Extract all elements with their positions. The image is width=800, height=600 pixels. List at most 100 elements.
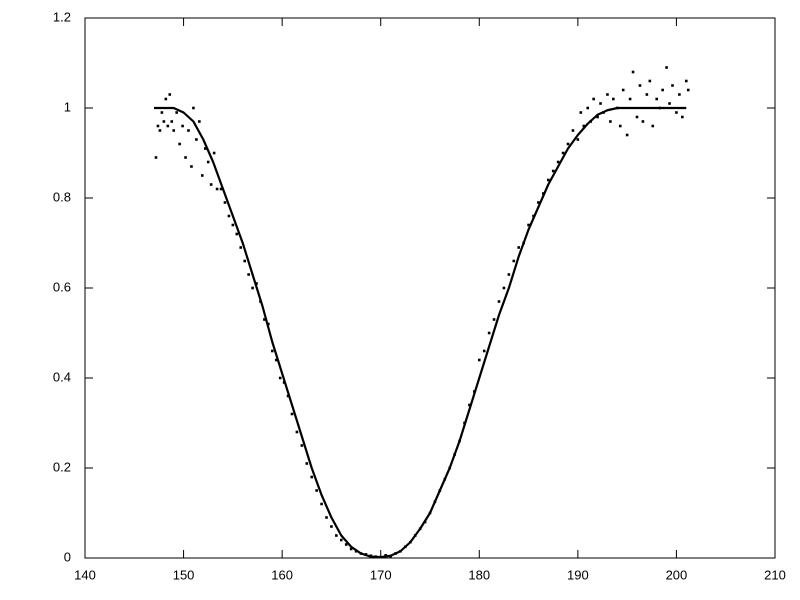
data-point — [492, 318, 496, 321]
data-point — [537, 201, 540, 204]
y-tick-label: 0 — [64, 549, 71, 564]
data-point — [606, 93, 609, 96]
data-point — [300, 444, 304, 447]
data-point — [668, 102, 671, 105]
y-tick-label: 0.8 — [53, 189, 71, 204]
data-point — [223, 201, 227, 204]
data-point — [675, 111, 678, 114]
y-tick-label: 0.4 — [53, 369, 71, 384]
data-point — [512, 259, 516, 263]
data-point — [571, 129, 575, 132]
data-point — [192, 106, 195, 110]
x-tick-label: 210 — [764, 567, 786, 582]
data-point — [596, 115, 599, 119]
data-point — [164, 97, 168, 101]
y-tick-label: 0.6 — [53, 279, 71, 294]
data-point — [551, 169, 555, 173]
data-point — [592, 97, 595, 101]
data-point — [681, 115, 684, 119]
data-point — [251, 286, 254, 290]
data-point — [517, 246, 521, 249]
y-tick-label: 1.2 — [53, 9, 71, 24]
data-point — [671, 84, 674, 87]
data-point — [187, 129, 190, 132]
y-tick-label: 1 — [64, 99, 71, 114]
data-point — [638, 84, 642, 87]
data-point — [665, 66, 668, 69]
data-point — [239, 246, 243, 249]
data-point — [561, 151, 565, 155]
data-point — [184, 156, 187, 159]
data-point — [507, 273, 511, 276]
data-point — [579, 111, 583, 114]
data-point — [527, 223, 530, 227]
data-point — [325, 516, 328, 519]
y-tick-label: 0.2 — [53, 459, 71, 474]
data-point — [651, 124, 655, 128]
data-point — [576, 138, 580, 141]
data-point — [339, 538, 343, 542]
data-point — [586, 106, 590, 110]
data-point — [684, 79, 688, 83]
x-tick-label: 200 — [666, 567, 688, 582]
data-point — [198, 120, 201, 123]
data-point — [181, 124, 184, 128]
data-point — [178, 142, 181, 146]
data-point — [203, 147, 207, 150]
data-point — [315, 489, 318, 492]
data-point — [305, 462, 309, 465]
data-point — [243, 259, 246, 263]
data-point — [625, 133, 629, 137]
data-point — [566, 142, 570, 146]
data-point — [618, 124, 622, 128]
data-point — [497, 300, 501, 303]
data-point — [335, 534, 338, 537]
fit-line — [154, 106, 687, 559]
data-point — [215, 187, 219, 191]
data-point — [263, 318, 266, 321]
data-point — [330, 525, 333, 528]
data-point — [320, 502, 323, 506]
data-point — [582, 124, 586, 128]
data-point — [201, 174, 204, 177]
data-point — [168, 93, 172, 96]
data-point — [612, 97, 615, 101]
data-point — [384, 554, 387, 557]
data-point — [635, 115, 639, 119]
data-point — [477, 358, 481, 362]
data-point — [686, 88, 690, 92]
data-point — [655, 97, 659, 101]
data-point — [166, 124, 170, 128]
data-point — [482, 349, 486, 353]
data-point — [290, 412, 294, 416]
data-point — [661, 88, 664, 92]
data-point — [195, 138, 198, 141]
data-point — [349, 547, 353, 551]
data-point — [247, 273, 250, 276]
plot-frame — [84, 17, 776, 559]
data-point — [295, 430, 299, 434]
data-point — [556, 160, 560, 164]
data-point — [274, 358, 278, 362]
data-point — [219, 187, 223, 191]
data-point — [206, 160, 210, 164]
data-point — [162, 120, 166, 123]
data-point — [599, 102, 602, 105]
data-point — [546, 178, 550, 182]
data-point — [678, 93, 681, 96]
data-point — [160, 111, 164, 114]
data-point — [175, 111, 178, 114]
data-point — [227, 214, 231, 218]
x-tick-label: 150 — [173, 567, 195, 582]
data-point — [609, 120, 612, 123]
data-point — [310, 475, 314, 479]
data-point — [235, 232, 239, 236]
data-point — [487, 331, 491, 335]
x-tick-label: 140 — [74, 567, 96, 582]
data-point — [172, 129, 176, 132]
data-point — [278, 376, 282, 380]
data-point — [631, 70, 635, 74]
data-point — [170, 120, 174, 123]
data-point — [648, 79, 652, 83]
data-point — [468, 403, 471, 407]
